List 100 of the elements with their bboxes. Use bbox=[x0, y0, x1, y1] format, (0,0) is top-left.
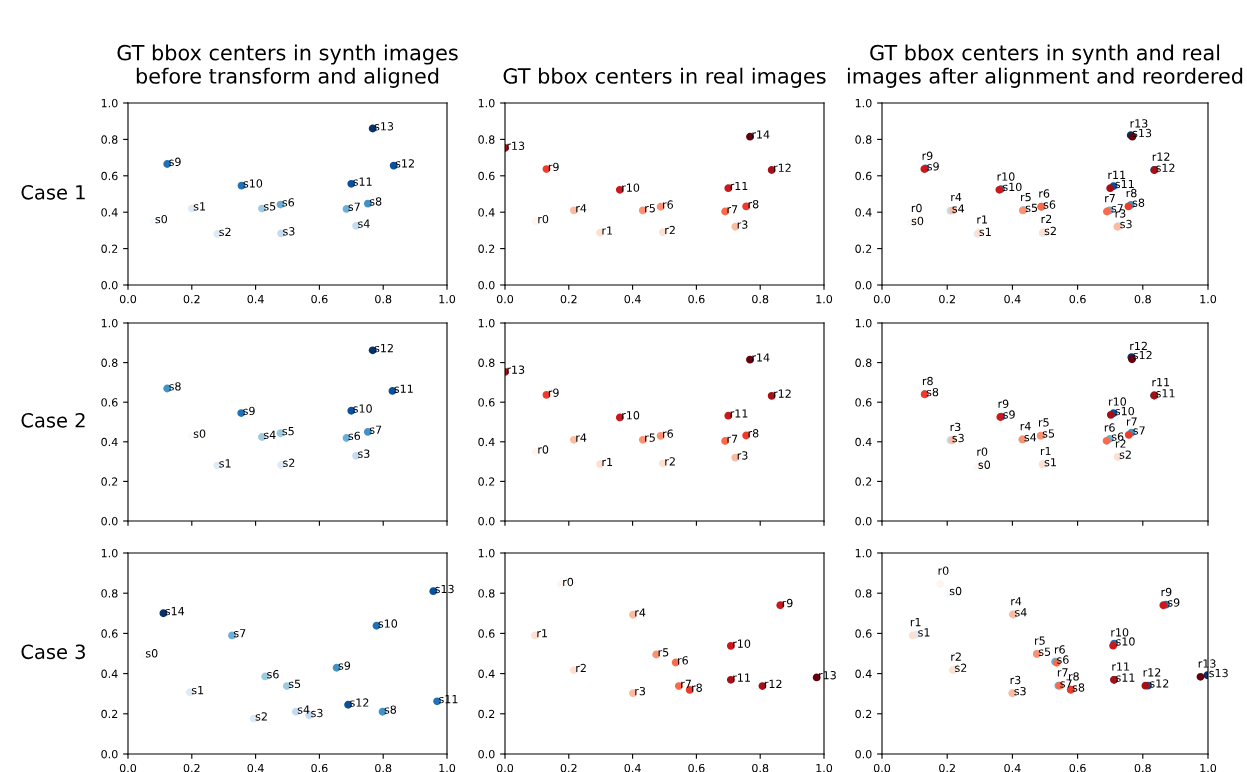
data-label: s8 bbox=[1072, 683, 1085, 692]
data-label: s1 bbox=[979, 227, 991, 237]
data-label: r5 bbox=[658, 648, 669, 657]
y-tick-label: 1.0 bbox=[855, 98, 872, 108]
data-label: s9 bbox=[243, 406, 255, 416]
data-label: s0 bbox=[145, 649, 158, 658]
y-tick-label: 0.8 bbox=[855, 135, 872, 144]
y-tick-label: 0.6 bbox=[855, 629, 872, 638]
x-tick-label: 1.0 bbox=[1200, 294, 1217, 304]
data-label: r12 bbox=[774, 163, 791, 172]
data-label: r10 bbox=[622, 411, 640, 420]
x-tick-label: 0.2 bbox=[560, 294, 577, 304]
data-label: r13 bbox=[1130, 119, 1148, 128]
data-label: s2 bbox=[1044, 226, 1056, 236]
data-label: r1 bbox=[602, 457, 613, 467]
data-label: s2 bbox=[1119, 450, 1131, 459]
y-tick-label: 0.2 bbox=[855, 709, 872, 719]
x-tick-label: 0.6 bbox=[688, 294, 705, 304]
x-tick-label: 0.0 bbox=[119, 763, 137, 772]
data-label: r0 bbox=[977, 447, 988, 456]
y-tick-label: 0.2 bbox=[855, 244, 872, 253]
y-tick-label: 0.4 bbox=[101, 208, 118, 217]
data-label: r9 bbox=[922, 151, 933, 160]
x-tick-label: 1.0 bbox=[816, 763, 833, 772]
data-label: s10 bbox=[378, 619, 398, 628]
y-tick-label: 0.2 bbox=[478, 477, 495, 486]
data-label: r11 bbox=[1108, 170, 1126, 179]
data-label: s10 bbox=[1116, 637, 1135, 646]
data-label: s12 bbox=[350, 698, 369, 707]
data-label: r4 bbox=[1011, 597, 1022, 606]
data-label: r11 bbox=[730, 181, 748, 191]
data-label: r2 bbox=[665, 457, 675, 466]
data-label: s8 bbox=[169, 382, 181, 391]
x-tick-label: 0.4 bbox=[247, 294, 264, 304]
y-tick-label: 0.0 bbox=[101, 516, 118, 526]
data-label: r8 bbox=[1068, 672, 1079, 681]
data-label: r3 bbox=[737, 220, 748, 229]
y-tick-label: 0.0 bbox=[855, 516, 872, 526]
data-label: r1 bbox=[602, 226, 613, 235]
y-tick-label: 0.4 bbox=[101, 669, 118, 678]
chart-title: GT bbox centers in real images bbox=[503, 67, 826, 88]
y-tick-label: 0.0 bbox=[478, 280, 495, 290]
data-label: r10 bbox=[1111, 628, 1129, 637]
data-label: s10 bbox=[1115, 406, 1135, 416]
data-label: r10 bbox=[997, 172, 1015, 181]
data-label: s5 bbox=[1042, 429, 1055, 438]
y-tick-label: 0.6 bbox=[101, 629, 118, 638]
data-label: s3 bbox=[311, 708, 323, 718]
data-label: r7 bbox=[1105, 194, 1115, 203]
y-tick-label: 1.0 bbox=[855, 548, 872, 558]
x-tick-label: 0.8 bbox=[1134, 294, 1151, 304]
x-tick-label: 0.0 bbox=[119, 294, 137, 304]
data-label: r5 bbox=[645, 433, 655, 442]
y-tick-label: 0.6 bbox=[478, 398, 495, 407]
data-label: s5 bbox=[1025, 203, 1038, 213]
x-tick-label: 0.0 bbox=[873, 763, 891, 772]
data-label: r3 bbox=[635, 686, 646, 696]
y-tick-label: 0.2 bbox=[478, 709, 495, 719]
data-label: r4 bbox=[576, 433, 587, 442]
y-tick-label: 0.4 bbox=[478, 208, 495, 217]
data-label: s2 bbox=[283, 458, 295, 467]
y-tick-label: 0.0 bbox=[101, 280, 118, 290]
data-label: s14 bbox=[165, 607, 185, 616]
data-label: s5 bbox=[282, 427, 294, 436]
x-tick-label: 0.4 bbox=[624, 294, 641, 304]
data-label: r3 bbox=[950, 422, 961, 432]
data-label: s8 bbox=[1132, 198, 1145, 207]
x-tick-label: 0.0 bbox=[496, 294, 514, 304]
data-label: s12 bbox=[374, 343, 393, 353]
data-label: r8 bbox=[922, 376, 933, 386]
data-label: r4 bbox=[576, 204, 587, 213]
data-label: s1 bbox=[191, 686, 204, 695]
data-label: s10 bbox=[1002, 182, 1022, 192]
data-label: r4 bbox=[635, 608, 646, 617]
x-tick-label: 0.8 bbox=[375, 763, 392, 772]
y-tick-label: 0.8 bbox=[101, 589, 118, 598]
x-tick-label: 0.8 bbox=[375, 294, 392, 304]
y-tick-label: 0.2 bbox=[101, 477, 118, 486]
data-label: r12 bbox=[1152, 152, 1170, 161]
data-label: s3 bbox=[358, 449, 370, 458]
data-label: r10 bbox=[733, 639, 751, 648]
data-label: r2 bbox=[576, 663, 586, 673]
data-label: r12 bbox=[1143, 668, 1161, 677]
data-label: s2 bbox=[219, 227, 231, 237]
y-tick-label: 1.0 bbox=[478, 548, 495, 558]
data-label: s9 bbox=[169, 157, 181, 166]
x-tick-label: 0.2 bbox=[939, 294, 955, 304]
data-label: s11 bbox=[1156, 389, 1175, 398]
x-tick-label: 0.4 bbox=[1004, 763, 1021, 772]
y-tick-label: 0.6 bbox=[478, 629, 495, 638]
y-tick-label: 0.2 bbox=[101, 709, 118, 719]
data-label: s11 bbox=[394, 384, 413, 393]
data-label: r4 bbox=[1020, 422, 1031, 431]
y-tick-label: 0.4 bbox=[855, 669, 872, 678]
x-tick-label: 0.8 bbox=[1134, 763, 1151, 772]
y-tick-label: 0.0 bbox=[101, 749, 118, 759]
data-label: r12 bbox=[1130, 341, 1147, 350]
y-tick-label: 0.6 bbox=[855, 171, 872, 181]
data-label: s10 bbox=[243, 179, 263, 188]
data-label: s4 bbox=[297, 705, 310, 714]
